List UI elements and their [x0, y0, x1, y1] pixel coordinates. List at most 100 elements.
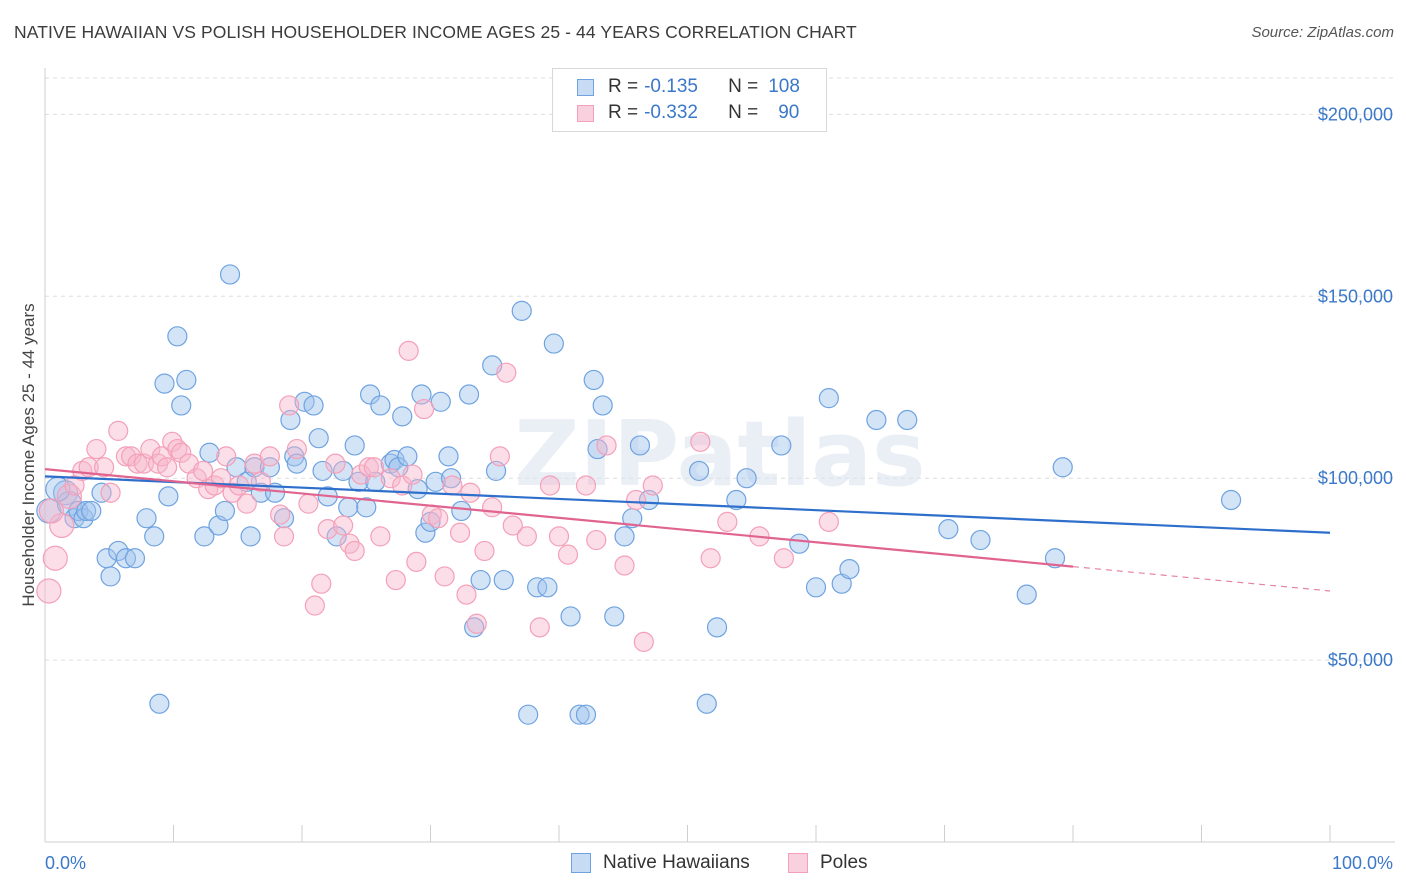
legend-n-value: 108: [768, 76, 800, 97]
legend-swatch-blue: [577, 78, 594, 96]
data-point-poles: [428, 508, 449, 529]
data-point-native-hawaiians: [308, 428, 329, 449]
data-point-poles: [56, 483, 83, 509]
data-point-native-hawaiians: [575, 704, 597, 725]
data-point-native-hawaiians: [438, 446, 459, 467]
data-point-poles: [333, 515, 354, 536]
data-point-native-hawaiians: [805, 577, 827, 598]
data-point-native-hawaiians: [397, 446, 418, 467]
legend-label: Poles: [820, 852, 868, 873]
legend-n-label: N =: [728, 102, 759, 123]
data-point-native-hawaiians: [124, 548, 146, 569]
watermark: ZIPatlas: [514, 402, 925, 507]
data-point-poles: [38, 498, 65, 524]
data-point-poles: [633, 631, 654, 653]
data-point-native-hawaiians: [451, 500, 472, 522]
data-point-poles: [279, 395, 300, 416]
data-point-poles: [339, 533, 360, 554]
data-point-poles: [460, 482, 481, 503]
data-point-native-hawaiians: [338, 497, 359, 518]
data-point-poles: [358, 457, 379, 478]
trend-line-native-hawaiians: [44, 475, 1331, 534]
data-point-poles: [100, 482, 121, 503]
legend-r-label: R =: [608, 76, 639, 97]
data-point-native-hawaiians: [144, 526, 165, 547]
data-point-native-hawaiians: [511, 300, 532, 321]
data-point-native-hawaiians: [458, 384, 480, 405]
data-point-native-hawaiians: [839, 559, 860, 580]
data-point-native-hawaiians: [250, 482, 271, 503]
data-point-native-hawaiians: [897, 409, 918, 431]
data-point-native-hawaiians: [771, 435, 792, 456]
data-point-poles: [86, 438, 107, 460]
legend-row-poles: R = -0.332 N = 90: [577, 100, 799, 126]
data-point-native-hawaiians: [312, 460, 333, 482]
data-point-native-hawaiians: [108, 540, 129, 562]
data-point-poles: [700, 548, 721, 569]
trend-lines: [44, 468, 1331, 592]
data-point-native-hawaiians: [81, 500, 102, 522]
data-point-poles: [449, 522, 471, 543]
data-point-poles: [298, 493, 319, 514]
data-point-poles: [717, 511, 738, 532]
data-point-poles: [642, 475, 663, 496]
data-point-poles: [115, 446, 137, 467]
data-point-native-hawaiians: [493, 569, 514, 591]
data-point-poles: [516, 526, 537, 547]
data-point-native-hawaiians: [136, 508, 157, 529]
data-point-native-hawaiians: [706, 617, 728, 638]
data-point-native-hawaiians: [167, 326, 188, 347]
data-point-native-hawaiians: [527, 577, 548, 598]
data-point-native-hawaiians: [360, 384, 381, 405]
data-point-native-hawaiians: [154, 373, 175, 394]
data-point-poles: [236, 493, 257, 514]
x-tick-labels: 0.0% 100.0%: [45, 853, 1393, 873]
data-point-native-hawaiians: [171, 395, 192, 416]
data-point-native-hawaiians: [392, 406, 413, 427]
x-tick-label: 0.0%: [45, 853, 86, 873]
data-point-poles: [259, 446, 280, 467]
data-point-native-hawaiians: [430, 391, 451, 412]
data-point-poles: [156, 457, 178, 478]
chart-title: NATIVE HAWAIIAN VS POLISH HOUSEHOLDER IN…: [14, 22, 857, 42]
data-point-poles: [270, 504, 291, 525]
data-point-native-hawaiians: [356, 497, 377, 518]
data-point-native-hawaiians: [194, 526, 215, 547]
trend-line-poles: [44, 468, 1074, 568]
data-point-native-hawaiians: [286, 453, 307, 474]
data-point-native-hawaiians: [866, 409, 887, 431]
data-point-poles: [539, 475, 561, 496]
data-point-native-hawaiians: [604, 606, 625, 627]
data-point-poles: [325, 453, 346, 474]
data-point-poles: [596, 435, 617, 456]
x-tick-label: 100.0%: [1332, 853, 1393, 873]
legend-label: Native Hawaiians: [603, 852, 750, 873]
data-point-native-hawaiians: [303, 395, 324, 416]
data-point-native-hawaiians: [158, 486, 179, 507]
data-point-native-hawaiians: [569, 704, 590, 725]
data-point-native-hawaiians: [818, 388, 839, 409]
data-point-native-hawaiians: [583, 369, 604, 391]
data-point-native-hawaiians: [470, 569, 491, 591]
data-point-poles: [474, 540, 495, 562]
legend-row-native-hawaiians: R = -0.135 N = 108: [577, 74, 800, 100]
data-point-poles: [502, 515, 523, 536]
data-point-poles: [456, 584, 477, 605]
data-point-poles: [380, 468, 401, 489]
data-point-poles: [36, 578, 62, 604]
data-point-native-hawaiians: [259, 457, 280, 478]
data-point-poles: [773, 548, 794, 569]
data-point-native-hawaiians: [1016, 584, 1037, 605]
data-point-poles: [273, 526, 295, 547]
data-point-native-hawaiians: [219, 264, 241, 285]
data-point-poles: [216, 446, 237, 467]
data-point-native-hawaiians: [440, 468, 462, 489]
legend-n-value: 90: [778, 102, 800, 123]
series-legend: Native Hawaiians Poles: [0, 852, 1406, 876]
data-point-native-hawaiians: [688, 460, 710, 482]
data-point-poles: [171, 442, 192, 463]
data-point-poles: [286, 438, 307, 460]
data-point-native-hawaiians: [518, 704, 539, 725]
data-point-native-hawaiians: [614, 526, 635, 547]
